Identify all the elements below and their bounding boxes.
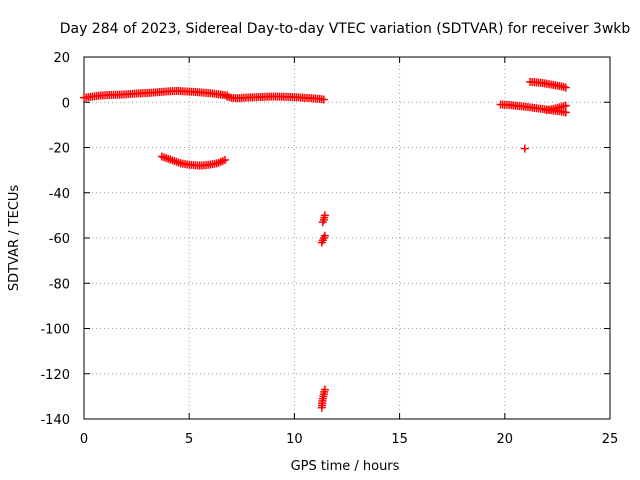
plot-frame: [83, 56, 611, 420]
y-tick-label: 20: [53, 51, 70, 66]
y-tick-label: 0: [62, 96, 70, 111]
data-point: [220, 155, 229, 164]
x-tick-label: 25: [602, 432, 619, 447]
data-point: [561, 108, 570, 117]
data-point: [520, 144, 529, 153]
data-points: [80, 77, 570, 412]
y-tick-label: -40: [49, 187, 70, 202]
x-tick-label: 15: [391, 432, 408, 447]
data-point: [319, 95, 328, 104]
grid: [84, 57, 610, 419]
data-point: [320, 231, 329, 240]
data-point: [320, 211, 329, 220]
chart-title: Day 284 of 2023, Sidereal Day-to-day VTE…: [60, 21, 631, 37]
y-tick-label: -120: [40, 368, 70, 383]
x-tick-label: 5: [185, 432, 193, 447]
data-point: [561, 101, 570, 110]
y-axis-label: SDTVAR / TECUs: [7, 185, 22, 292]
y-tick-label: -60: [49, 232, 70, 247]
data-point: [320, 385, 329, 394]
ticks: 0 5 10 15 20 25 20 0 -20 -40 -60 -80 -100 -120 -140: [40, 51, 618, 447]
x-axis-label: GPS time / hours: [291, 459, 400, 474]
y-tick-label: -100: [40, 323, 70, 338]
y-tick-label: -80: [49, 277, 70, 292]
y-tick-label: -20: [49, 142, 70, 157]
x-tick-label: 20: [497, 432, 514, 447]
x-tick-label: 10: [286, 432, 303, 447]
data-point: [561, 83, 570, 92]
y-tick-label: -140: [40, 413, 70, 428]
x-tick-label: 0: [80, 432, 88, 447]
